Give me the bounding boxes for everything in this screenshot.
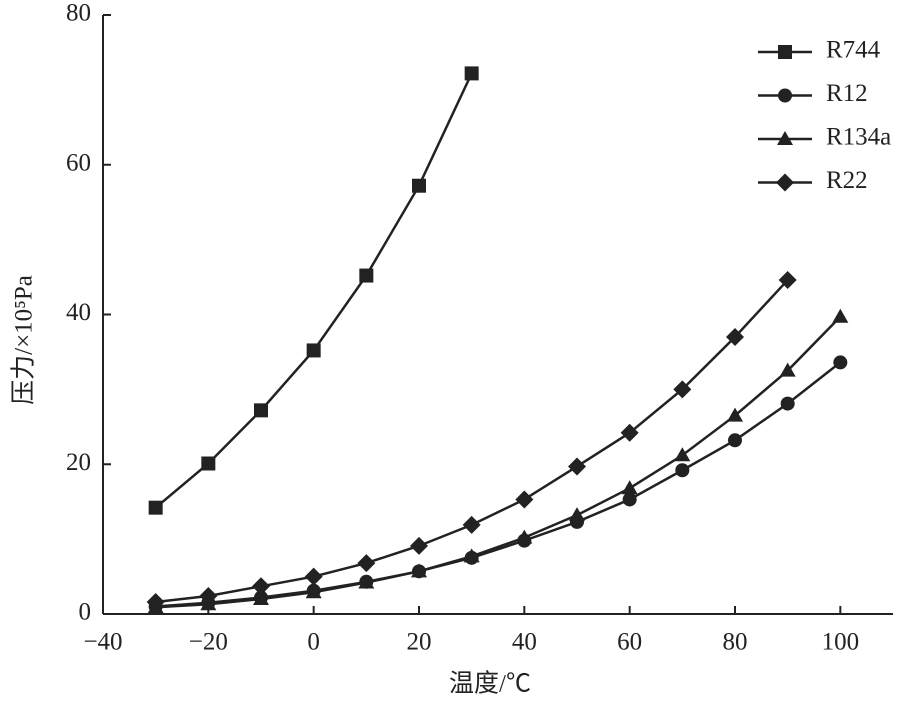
y-tick-label: 20 [66, 449, 91, 476]
marker [252, 577, 270, 596]
series-line [154, 72, 473, 509]
marker [357, 554, 376, 573]
x-tick-label: 0 [307, 629, 320, 656]
series-line [155, 315, 842, 609]
marker [463, 548, 480, 563]
marker [148, 500, 163, 515]
marker [411, 563, 427, 578]
marker [146, 593, 165, 612]
x-tick-label: 80 [723, 629, 748, 656]
legend-marker [778, 88, 792, 103]
marker [620, 423, 639, 442]
marker [201, 456, 216, 471]
x-tick-label: 100 [822, 629, 860, 656]
x-tick-label: 40 [512, 629, 537, 656]
x-tick-label: −40 [83, 629, 122, 656]
x-tick-label: 20 [407, 629, 432, 656]
marker [305, 584, 322, 599]
marker [568, 457, 586, 476]
marker [778, 271, 797, 290]
marker [673, 380, 692, 399]
legend-label: R134a [826, 124, 891, 151]
marker [516, 529, 533, 544]
marker [462, 515, 481, 534]
marker [726, 327, 744, 346]
marker [254, 403, 268, 418]
marker [675, 463, 690, 478]
y-tick-label: 0 [79, 599, 92, 626]
marker [728, 433, 742, 448]
marker [359, 268, 374, 283]
marker [464, 66, 479, 81]
y-tick-label: 80 [66, 0, 91, 27]
marker [569, 507, 585, 522]
marker [253, 591, 269, 606]
series-line [155, 361, 842, 608]
legend-marker [778, 45, 792, 59]
marker [832, 308, 849, 323]
marker [515, 490, 534, 509]
marker [833, 355, 848, 370]
marker [621, 480, 638, 495]
marker [199, 587, 218, 606]
x-tick-label: 60 [617, 629, 642, 656]
marker [780, 396, 795, 411]
marker [358, 574, 375, 589]
y-tick-label: 60 [66, 149, 91, 176]
x-axis-label: 温度/℃ [449, 670, 531, 698]
x-tick-label: −20 [189, 629, 228, 656]
marker [727, 407, 743, 422]
marker [674, 447, 691, 462]
legend-label: R22 [826, 167, 868, 194]
legend-marker [777, 131, 793, 145]
marker [306, 343, 321, 358]
y-axis-label: 压力/×10⁵Pa [10, 275, 38, 405]
marker [779, 362, 796, 377]
y-tick-label: 40 [66, 299, 91, 326]
marker [412, 178, 426, 193]
marker [304, 567, 323, 586]
marker [622, 492, 637, 507]
legend-label: R744 [826, 37, 881, 64]
legend-label: R12 [826, 80, 868, 107]
marker [410, 536, 428, 555]
legend-marker [776, 173, 794, 192]
